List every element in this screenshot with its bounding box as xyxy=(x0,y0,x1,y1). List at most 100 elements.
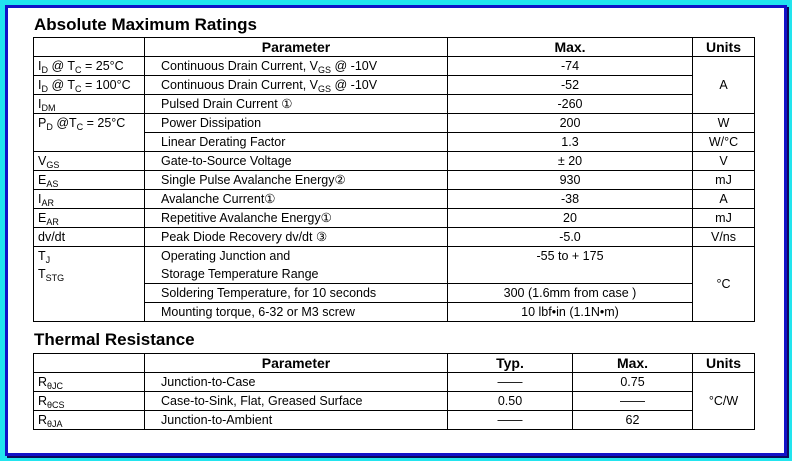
text: -38 xyxy=(560,192,580,206)
text: Single Pulse Avalanche Energy② xyxy=(161,173,346,187)
text: 1.3 xyxy=(561,135,579,149)
line: TSTG xyxy=(38,265,144,283)
cell: A xyxy=(692,189,755,209)
text: -74 xyxy=(560,59,580,73)
row: TJ TSTG Operating Junction and Storage Temp… xyxy=(33,246,755,322)
row: RθJA Junction-to-Ambient —— 62 xyxy=(33,410,755,430)
text: W/°C xyxy=(708,135,739,149)
header-cell: Parameter xyxy=(144,353,448,373)
header-cell: Max. xyxy=(572,353,693,373)
cell: ± 20 xyxy=(447,151,693,171)
cell: EAS xyxy=(33,170,145,190)
text: R xyxy=(38,413,48,427)
cell: EAR xyxy=(33,208,145,228)
text: 930 xyxy=(559,173,581,187)
text: -55 to + 175 xyxy=(536,249,604,263)
text: 300 (1.6mm from case ) xyxy=(503,286,637,300)
text: I xyxy=(38,78,42,92)
cell: TJ TSTG xyxy=(33,246,145,322)
cell: Single Pulse Avalanche Energy② xyxy=(144,170,448,190)
cell: Continuous Drain Current, VGS @ -10V xyxy=(144,56,448,76)
text: A xyxy=(719,78,728,92)
text: E xyxy=(38,211,47,225)
header-row: Parameter Max. Units xyxy=(33,37,755,57)
subscript: C xyxy=(76,122,84,132)
text: T xyxy=(38,267,46,281)
header-cell xyxy=(33,353,145,373)
text: Mounting torque, 6-32 or M3 screw xyxy=(161,305,355,319)
cell: dv/dt xyxy=(33,227,145,247)
text: -260 xyxy=(557,97,583,111)
text: @ T xyxy=(47,78,76,92)
text: Junction-to-Ambient xyxy=(161,413,273,427)
cell: -52 xyxy=(447,75,693,95)
line: Operating Junction and xyxy=(161,247,447,265)
text: 0.75 xyxy=(620,375,645,389)
cell: Operating Junction and Storage Temperatur… xyxy=(144,246,448,284)
cell: RθJA xyxy=(33,410,145,430)
row: Linear Derating Factor 1.3 W/°C xyxy=(34,132,755,152)
cell: mJ xyxy=(692,170,755,190)
text: E xyxy=(38,173,47,187)
text: V/ns xyxy=(710,230,736,244)
subscript: GS xyxy=(318,65,332,75)
text: = 25°C xyxy=(81,59,124,73)
text: —— xyxy=(620,394,645,408)
subscript: GS xyxy=(318,84,332,94)
text: A xyxy=(719,192,728,206)
row: Mounting torque, 6-32 or M3 screw 10 lbf•… xyxy=(34,302,755,322)
text: mJ xyxy=(715,211,732,225)
subscript: θCS xyxy=(47,400,65,410)
header-cell: Typ. xyxy=(447,353,573,373)
cell: 10 lbf•in (1.1N•m) xyxy=(447,302,693,322)
text: Peak Diode Recovery dv/dt ③ xyxy=(161,230,328,244)
row: EAR Repetitive Avalanche Energy① 20 mJ xyxy=(33,208,755,228)
text: dv/dt xyxy=(38,230,66,244)
text: Storage Temperature Range xyxy=(161,267,319,281)
cell: V xyxy=(692,151,755,171)
text: Junction-to-Case xyxy=(161,375,256,389)
row: Soldering Temperature, for 10 seconds 300… xyxy=(34,283,755,303)
text: 0.50 xyxy=(497,394,523,408)
row: PD @TC = 25°C Power Dissipation 200 W xyxy=(33,113,755,152)
text: -52 xyxy=(560,78,580,92)
cell: Mounting torque, 6-32 or M3 screw xyxy=(144,302,448,322)
cell: Peak Diode Recovery dv/dt ③ xyxy=(144,227,448,247)
cell: Pulsed Drain Current ① xyxy=(144,94,448,114)
text: @ -10V xyxy=(331,78,378,92)
cell: -55 to + 175 xyxy=(447,246,693,284)
cell: IDM xyxy=(33,94,145,114)
text: ± 20 xyxy=(557,154,583,168)
header-cell: Units xyxy=(692,37,755,57)
header-cell: Parameter xyxy=(144,37,448,57)
subscript: AS xyxy=(46,179,59,189)
text: °C/W xyxy=(708,394,739,408)
cell: Gate-to-Source Voltage xyxy=(144,151,448,171)
text: 10 lbf•in (1.1N•m) xyxy=(521,305,619,319)
row: VGS Gate-to-Source Voltage ± 20 V xyxy=(33,151,755,171)
text: 20 xyxy=(563,211,577,225)
text: Avalanche Current① xyxy=(161,192,276,206)
subscript: AR xyxy=(41,198,54,208)
text: 62 xyxy=(625,413,640,427)
text: Linear Derating Factor xyxy=(161,135,286,149)
text: = 25°C xyxy=(83,116,126,130)
cell: ID @ TC = 25°C xyxy=(33,56,145,76)
subscript: D xyxy=(41,65,48,75)
row: ID @ TC = 25°C Continuous Drain Current, … xyxy=(33,56,755,114)
cell: 0.75 xyxy=(572,372,693,392)
cell: Linear Derating Factor xyxy=(144,132,448,152)
text: R xyxy=(38,375,48,389)
cell: -5.0 xyxy=(447,227,693,247)
cell: 300 (1.6mm from case ) xyxy=(447,283,693,303)
row: IDM Pulsed Drain Current ① -260 xyxy=(33,94,755,114)
subscript: GS xyxy=(46,160,60,170)
header-cell xyxy=(33,37,145,57)
text: T xyxy=(38,249,46,263)
text: V xyxy=(719,154,728,168)
cell: PD @TC = 25°C xyxy=(33,113,145,152)
cell: W/°C xyxy=(692,132,755,152)
subscript: DM xyxy=(41,103,56,113)
text: @T xyxy=(52,116,77,130)
